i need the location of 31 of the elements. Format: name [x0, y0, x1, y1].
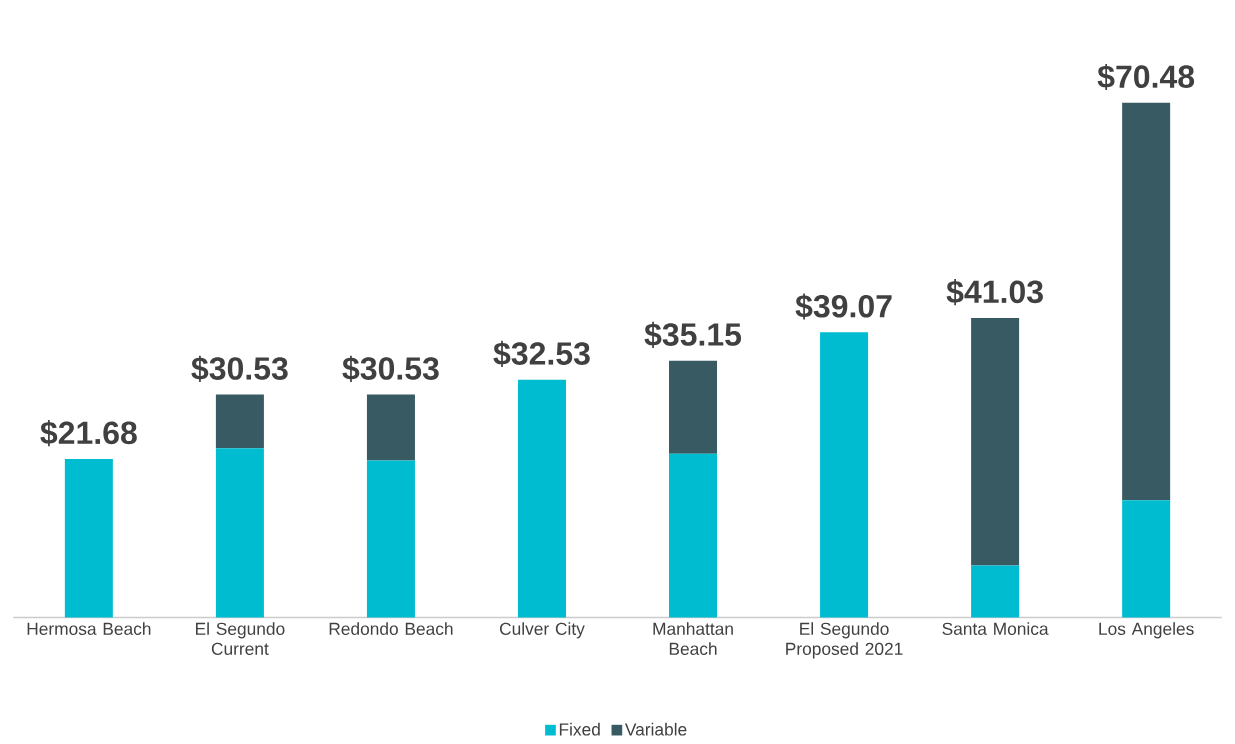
x-tick-label: Redondo Beach [329, 622, 453, 635]
bar [366, 394, 415, 461]
x-tick-label: Manhattan Beach [653, 622, 733, 655]
bar [669, 453, 718, 618]
annotation: $30.53 [191, 355, 288, 382]
bar [971, 565, 1020, 618]
legend-label: Fixed [559, 722, 600, 736]
bar [64, 458, 113, 618]
annotation: $70.48 [1097, 63, 1195, 90]
bar [366, 460, 415, 618]
annotation: $30.53 [342, 355, 439, 382]
bar [820, 332, 869, 618]
x-tick-label: Los Angeles [1099, 622, 1194, 639]
bar [1122, 102, 1171, 501]
x-tick-label: Santa Monica [942, 622, 1049, 635]
annotation: $35.15 [644, 321, 742, 348]
bar [971, 317, 1020, 566]
annotation: $21.68 [40, 420, 137, 447]
bar [669, 360, 718, 454]
x-tick-label: El Segundo Proposed 2021 [786, 622, 903, 659]
annotation: $41.03 [946, 278, 1043, 306]
legend-label: Variable [624, 722, 687, 736]
x-tick-label: Hermosa Beach [27, 622, 151, 635]
x-tick-label: Culver City [499, 622, 585, 639]
bar [215, 394, 264, 449]
bar [215, 448, 264, 618]
annotation: $32.53 [493, 340, 590, 367]
bar [517, 379, 566, 618]
annotation: $39.07 [795, 293, 892, 320]
bar [1122, 500, 1171, 618]
x-tick-label: El Segundo Current [196, 622, 285, 655]
